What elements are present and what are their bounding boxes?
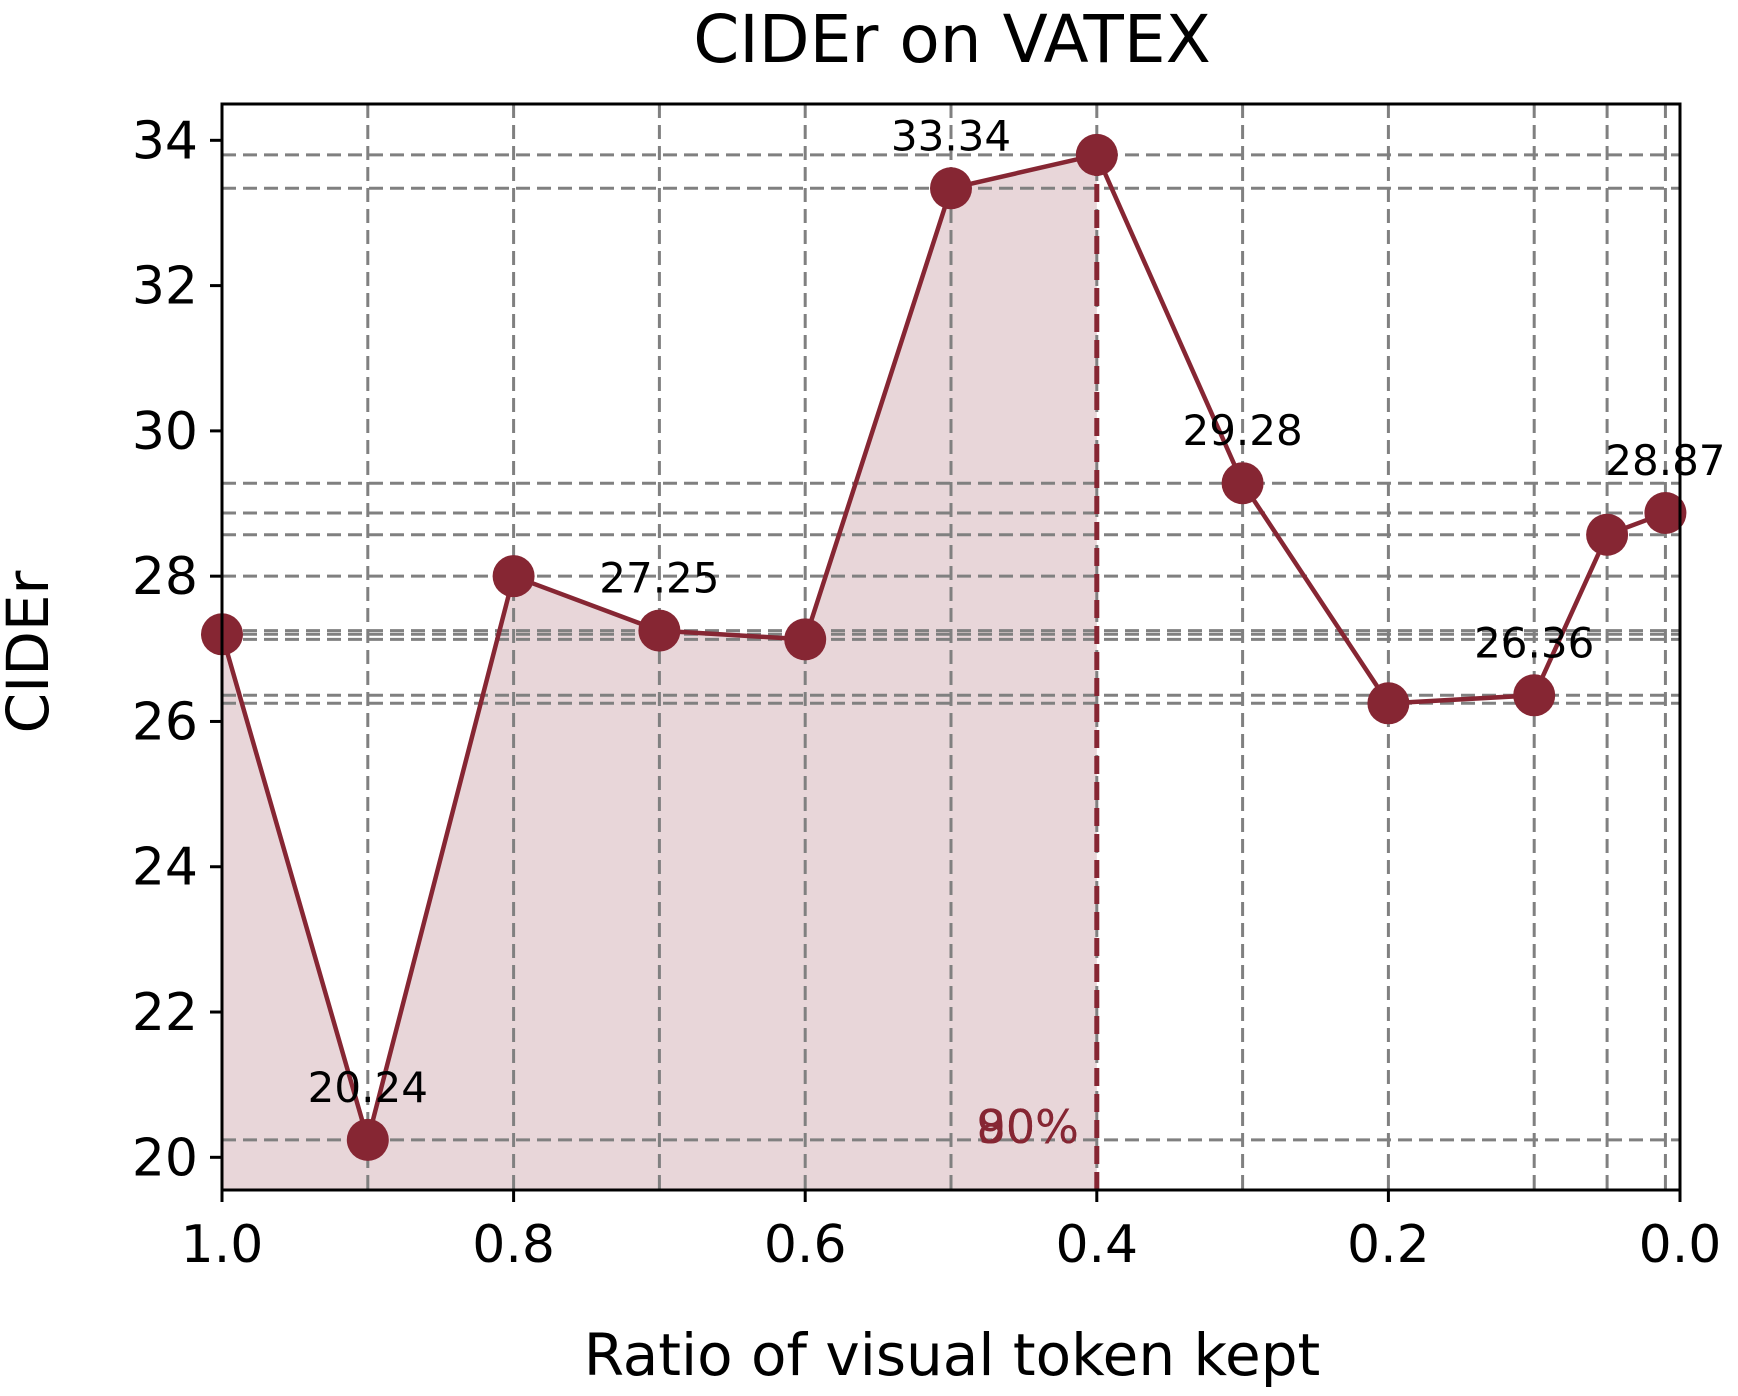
data-point — [346, 1118, 389, 1161]
y-tick-label: 30 — [132, 402, 198, 462]
data-label: 26.36 — [1474, 618, 1594, 667]
data-label: 33.34 — [891, 111, 1011, 160]
data-point — [492, 555, 535, 598]
x-tick-label: 0.0 — [1639, 1215, 1722, 1275]
y-tick-label: 32 — [132, 257, 198, 317]
x-tick-label: 0.4 — [1055, 1215, 1138, 1275]
data-labels: 20.24 27.25 33.34 29.28 26.36 28.87 — [308, 111, 1726, 1112]
x-tick-label: 1.0 — [181, 1215, 264, 1275]
data-label: 20.24 — [308, 1063, 428, 1112]
data-label: 27.25 — [599, 554, 719, 603]
data-point — [1075, 133, 1118, 176]
data-point — [1586, 513, 1629, 556]
data-point — [1367, 682, 1410, 725]
y-tick-label: 28 — [132, 547, 198, 607]
y-axis-ticks: 20 22 24 26 28 30 32 34 — [132, 111, 222, 1188]
x-tick-label: 0.2 — [1347, 1215, 1430, 1275]
y-tick-label: 20 — [132, 1128, 198, 1188]
x-tick-label: 0.6 — [764, 1215, 847, 1275]
data-point — [784, 618, 827, 661]
marker-label: 90% — [977, 1100, 1079, 1154]
data-point — [638, 609, 681, 652]
y-tick-label: 34 — [132, 111, 198, 171]
cider-line — [219, 152, 1667, 1149]
data-point — [1513, 674, 1556, 717]
y-tick-label: 22 — [132, 983, 198, 1043]
x-axis-label: Ratio of visual token kept — [584, 1321, 1321, 1389]
data-point — [1644, 491, 1687, 534]
chart-title: CIDEr on VATEX — [693, 1, 1211, 78]
series-line — [219, 152, 1667, 1149]
y-axis-label: CIDEr — [0, 570, 62, 733]
value-reference-lines — [222, 153, 1680, 1142]
marker-label: 80% — [977, 1100, 1079, 1154]
x-axis-ticks: 1.0 0.8 0.6 0.4 0.2 0.0 — [181, 1190, 1722, 1275]
series-points — [201, 133, 1687, 1161]
ratio-marker: 80%90% — [977, 154, 1100, 1190]
y-tick-label: 24 — [132, 838, 198, 898]
data-label: 28.87 — [1605, 436, 1725, 485]
data-point — [1221, 462, 1264, 505]
data-point — [930, 167, 972, 210]
y-tick-label: 26 — [132, 692, 198, 752]
plot-frame — [220, 102, 1682, 1192]
data-label: 29.28 — [1182, 406, 1302, 455]
x-tick-label: 0.8 — [472, 1215, 555, 1275]
